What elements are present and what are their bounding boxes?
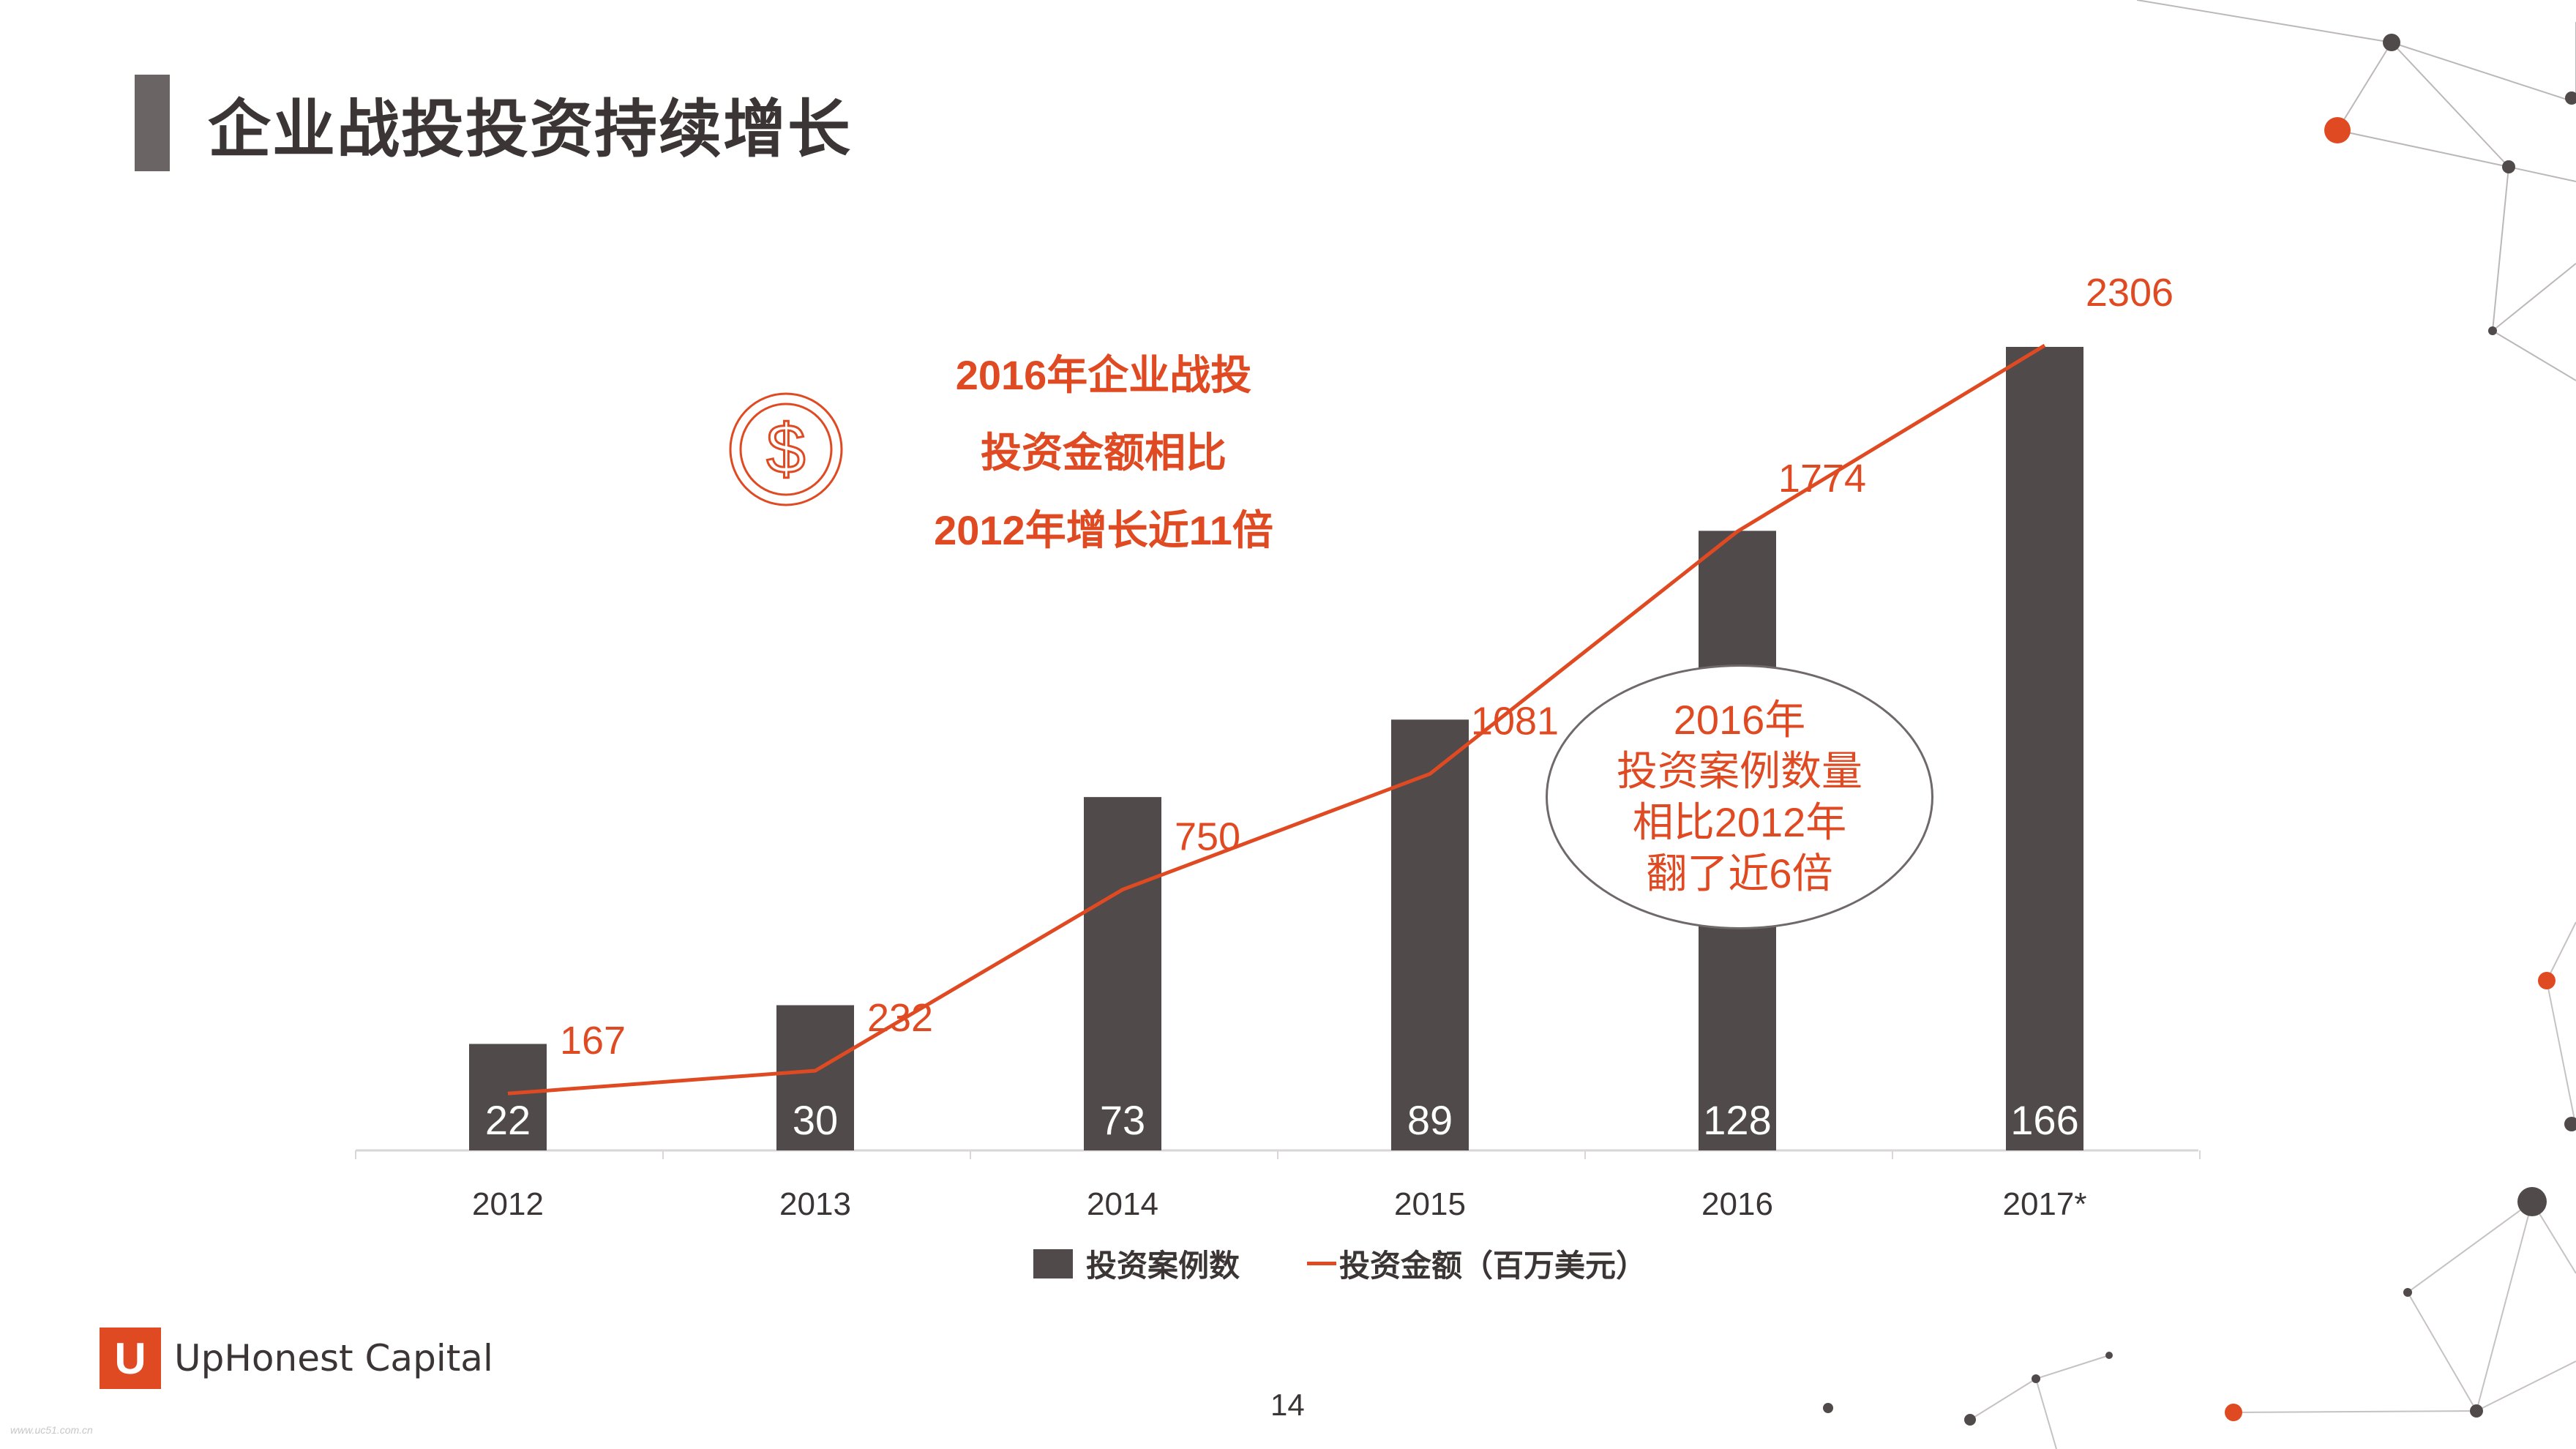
logo-name: UpHonest Capital (174, 1337, 493, 1379)
x-tick-label: 2013 (779, 1186, 851, 1222)
company-logo: U UpHonest Capital (100, 1328, 493, 1389)
network-decoration-top (2136, 0, 2576, 381)
legend-bar-label: 投资案例数 (1086, 1248, 1240, 1283)
callout-line-3: 2012年增长近11倍 (934, 507, 1273, 553)
watermark-text: www.uc51.com.cn (10, 1424, 93, 1436)
x-tick-label: 2012 (472, 1186, 544, 1222)
chart-axis (355, 1149, 2201, 1159)
bubble-line-4: 翻了近6倍 (1646, 850, 1833, 896)
line-value-label: 1774 (1778, 457, 1866, 501)
legend-line-swatch (1307, 1262, 1337, 1265)
line-value-label: 2306 (2086, 271, 2174, 315)
bar-value-label: 73 (1100, 1097, 1145, 1143)
network-nodes-top (2324, 34, 2576, 335)
line-value-label: 167 (560, 1019, 626, 1063)
bar-series (469, 347, 2083, 1150)
bar-2017* (2006, 347, 2083, 1150)
dollar-coin-icon: $ (729, 392, 843, 506)
case-count-bubble: 2016年 投资案例数量 相比2012年 翻了近6倍 (1546, 664, 1933, 929)
x-tick-label: 2016 (1701, 1186, 1773, 1222)
network-decoration-bottom (1969, 921, 2576, 1449)
network-nodes-bottom (1823, 972, 2576, 1426)
bar-2013 (776, 1005, 854, 1150)
bar-value-label: 22 (485, 1097, 531, 1143)
bubble-line-3: 相比2012年 (1632, 799, 1847, 845)
chart-labels: 22 2012 30 2013 73 2014 89 2015 128 2016 166 2017* 1… (472, 271, 2174, 1222)
chart-legend: 投资案例数 投资金额（百万美元） (1033, 1241, 1647, 1286)
bubble-line-1: 2016年 (1673, 697, 1806, 743)
bar-value-label: 89 (1407, 1097, 1453, 1143)
bar-value-label: 166 (2010, 1097, 2078, 1143)
callout-line-2: 投资金额相比 (981, 430, 1227, 476)
x-tick-label: 2014 (1087, 1186, 1158, 1222)
page-number: 14 (1270, 1388, 1305, 1422)
line-series (507, 343, 2046, 1096)
bar-value-label: 30 (793, 1097, 838, 1143)
amount-line (507, 343, 2046, 1096)
title-accent-bar (135, 75, 170, 171)
line-value-label: 1081 (1471, 699, 1559, 743)
legend-bar-swatch (1033, 1248, 1073, 1278)
svg-text:$: $ (766, 410, 805, 488)
bar-2012 (469, 1044, 547, 1150)
line-value-label: 232 (867, 996, 933, 1040)
x-tick-label: 2015 (1394, 1186, 1466, 1222)
growth-callout: 2016年企业战投 投资金额相比 2012年增长近11倍 (884, 337, 1323, 569)
legend-line-label: 投资金额（百万美元） (1339, 1248, 1647, 1283)
line-value-label: 750 (1175, 815, 1240, 859)
slide-title: 企业战投投资持续增长 (208, 94, 852, 165)
logo-mark: U (100, 1328, 161, 1389)
bar-2014 (1084, 797, 1161, 1150)
bubble-line-2: 投资案例数量 (1617, 748, 1862, 794)
bar-value-label: 128 (1703, 1097, 1771, 1143)
x-tick-label: 2017* (2002, 1186, 2086, 1222)
bar-2015 (1391, 719, 1469, 1150)
callout-line-1: 2016年企业战投 (955, 352, 1252, 398)
